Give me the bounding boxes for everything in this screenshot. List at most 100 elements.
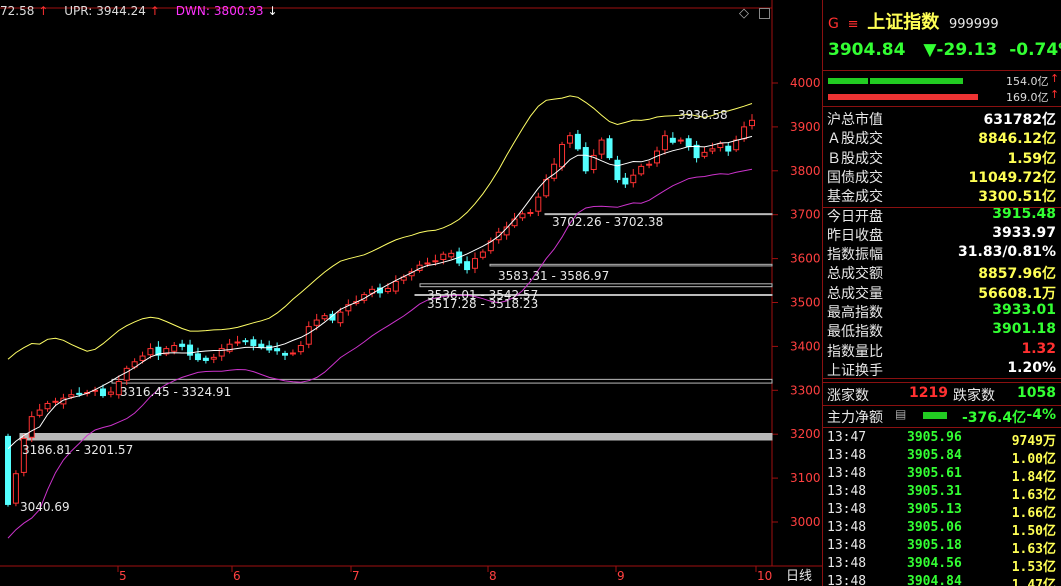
candle-body <box>147 348 154 356</box>
menu-icon[interactable]: ≡ <box>847 17 859 32</box>
candle-body <box>440 253 447 260</box>
candle-body <box>5 435 11 505</box>
x-tick-label: 10 <box>757 569 772 583</box>
divider <box>823 382 1061 383</box>
stat-label: Ａ股成交 <box>827 131 883 148</box>
sell-flow-bar <box>828 94 978 100</box>
candle-body <box>598 139 605 155</box>
gap-annotation: 3040.69 <box>20 500 70 514</box>
candle-body <box>432 260 439 263</box>
price-line: 3904.84 ▼-29.13 -0.74% <box>828 40 1061 60</box>
main-flow-bar <box>923 412 947 419</box>
stat-row: 指数量比 1.32 <box>827 341 1058 360</box>
tick-price: 3905.13 <box>907 502 962 517</box>
tick-time: 13:47 <box>827 430 867 445</box>
candle-body <box>693 144 700 159</box>
candle-body <box>717 143 724 149</box>
stat-row: 国债成交 11049.72亿 <box>827 167 1058 186</box>
gap-annotation: 3186.81 - 3201.57 <box>22 443 133 457</box>
tick-time: 13:48 <box>827 556 867 571</box>
candle-body <box>321 315 328 320</box>
y-tick-label: 3000 <box>790 515 821 529</box>
tick-price: 3904.56 <box>907 556 962 571</box>
kline-svg[interactable]: 4000 3900 3800 3700 3600 3500 3400 3300 3200 3100… <box>0 0 822 586</box>
stat-row: Ｂ股成交 1.59亿 <box>827 148 1058 167</box>
gap-annotation: 3536.01 - 3542.57 <box>427 288 538 302</box>
candle-body <box>258 343 265 348</box>
candle-body <box>661 135 668 151</box>
candle-body <box>725 145 732 152</box>
candle-body <box>638 165 645 175</box>
stat-value: 8846.12亿 <box>978 131 1056 148</box>
table-icon[interactable]: ▤ <box>895 407 907 421</box>
candle-body <box>139 355 146 361</box>
candle-body <box>519 213 526 219</box>
window-box-icon[interactable] <box>759 8 770 19</box>
candle-body <box>52 400 59 403</box>
y-tick-label: 4000 <box>790 76 821 90</box>
gap-zone <box>19 433 773 441</box>
candle-body <box>464 261 471 271</box>
candle-body <box>155 346 162 356</box>
advance-label: 涨家数 <box>827 388 869 404</box>
stat-value: 3300.51亿 <box>978 189 1056 206</box>
sell-flow-arrow-icon: ↑ <box>1050 88 1060 101</box>
period-label: 日线 <box>786 569 812 584</box>
candle-body <box>12 473 19 504</box>
candle-body <box>535 196 542 212</box>
candle-body <box>250 339 257 347</box>
upr-up-arrow-icon: ↑ <box>149 4 160 18</box>
gap-zone <box>419 283 773 288</box>
tick-volume: 1.47亿 <box>1011 578 1056 586</box>
diamond-icon[interactable]: ◇ <box>739 6 749 21</box>
tick-time: 13:48 <box>827 520 867 535</box>
kline-chart[interactable]: 4000 3900 3800 3700 3600 3500 3400 3300 3200 3100… <box>0 0 822 586</box>
candle-body <box>630 174 637 184</box>
candle-body <box>685 138 692 148</box>
advance-decline-row: 涨家数 1219 跌家数 1058 <box>827 385 1058 404</box>
tick-row: 13:48 3904.84 1.47亿 <box>827 574 1058 586</box>
x-tick-label: 9 <box>617 569 625 583</box>
candle-body <box>123 367 130 381</box>
tick-row: 13:48 3904.56 1.53亿 <box>827 556 1058 575</box>
candle-body <box>677 139 684 142</box>
stat-label: 基金成交 <box>827 189 883 206</box>
dwn-value: 3800.93 <box>213 4 264 18</box>
stat-value: 31.83/0.81% <box>958 244 1056 261</box>
stat-value: 56608.1万 <box>978 285 1056 302</box>
candle-body <box>709 148 716 152</box>
candle-body <box>614 159 621 181</box>
candle-body <box>210 356 217 360</box>
candle-body <box>163 348 170 355</box>
divider <box>823 106 1061 107</box>
candle-body <box>448 252 455 258</box>
candle-body <box>242 340 249 343</box>
candle-body <box>471 258 478 269</box>
candle-body <box>337 311 344 324</box>
sell-flow-value: 169.0亿 <box>1006 91 1049 104</box>
divider <box>823 207 1061 208</box>
candle-body <box>44 402 51 410</box>
candle-body <box>622 177 629 185</box>
candle-body <box>187 344 194 356</box>
candle-body <box>36 409 43 416</box>
gap-annotation: 3702.26 - 3702.38 <box>552 215 663 229</box>
gap-zone <box>414 293 773 296</box>
ma-value: 72.58 <box>0 4 35 18</box>
main-flow-pct: -4% <box>1026 407 1056 423</box>
stat-value: 3933.97 <box>992 224 1056 241</box>
stat-value: 631782亿 <box>983 112 1056 128</box>
candle-body <box>234 341 241 344</box>
tick-price: 3905.31 <box>907 484 962 499</box>
stat-value: 3933.01 <box>992 302 1056 318</box>
gap-zone <box>111 378 773 384</box>
last-price: 3904.84 <box>828 40 906 60</box>
candle-body <box>60 397 67 405</box>
stat-row: 总成交量 56608.1万 <box>827 283 1058 302</box>
indicator-bar: 72.58 ↑ UPR: 3944.24 ↑ DWN: 3800.93 ↓ <box>0 4 282 18</box>
candle-body <box>179 343 186 347</box>
candle-body <box>384 287 391 293</box>
gap-annotation: 3583.31 - 3586.97 <box>498 269 609 283</box>
candle-body <box>392 280 399 292</box>
candle-body <box>345 304 352 312</box>
